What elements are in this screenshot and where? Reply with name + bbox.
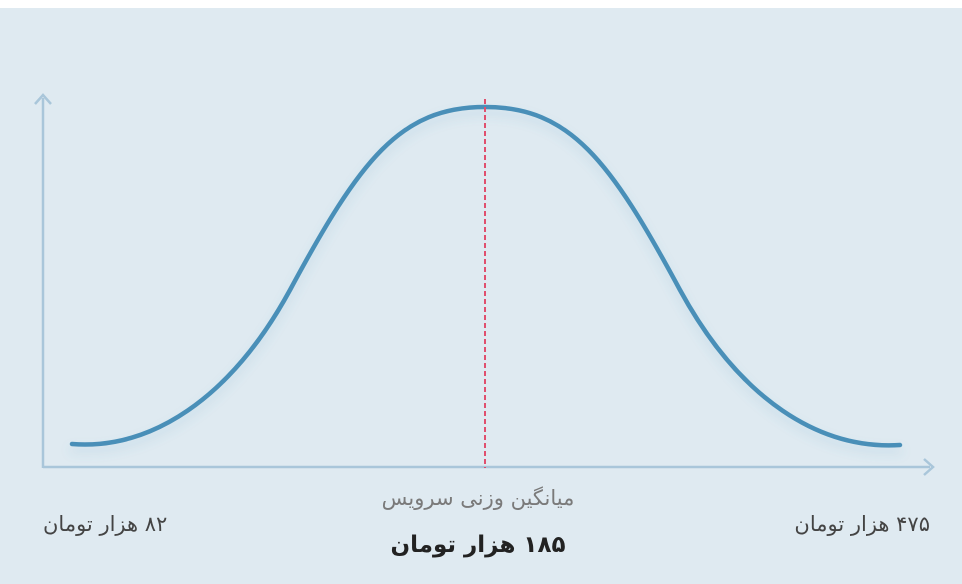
y-axis-arrow [34,93,52,105]
average-price: ۱۸۵ هزار تومان [390,532,566,558]
average-caption: میانگین وزنی سرویس [381,486,575,510]
x-axis-arrow [923,458,935,476]
max-price: ۴۷۵ هزار تومان [794,512,930,536]
min-price: ۸۲ هزار تومان [43,512,168,536]
distribution-panel [0,8,962,584]
